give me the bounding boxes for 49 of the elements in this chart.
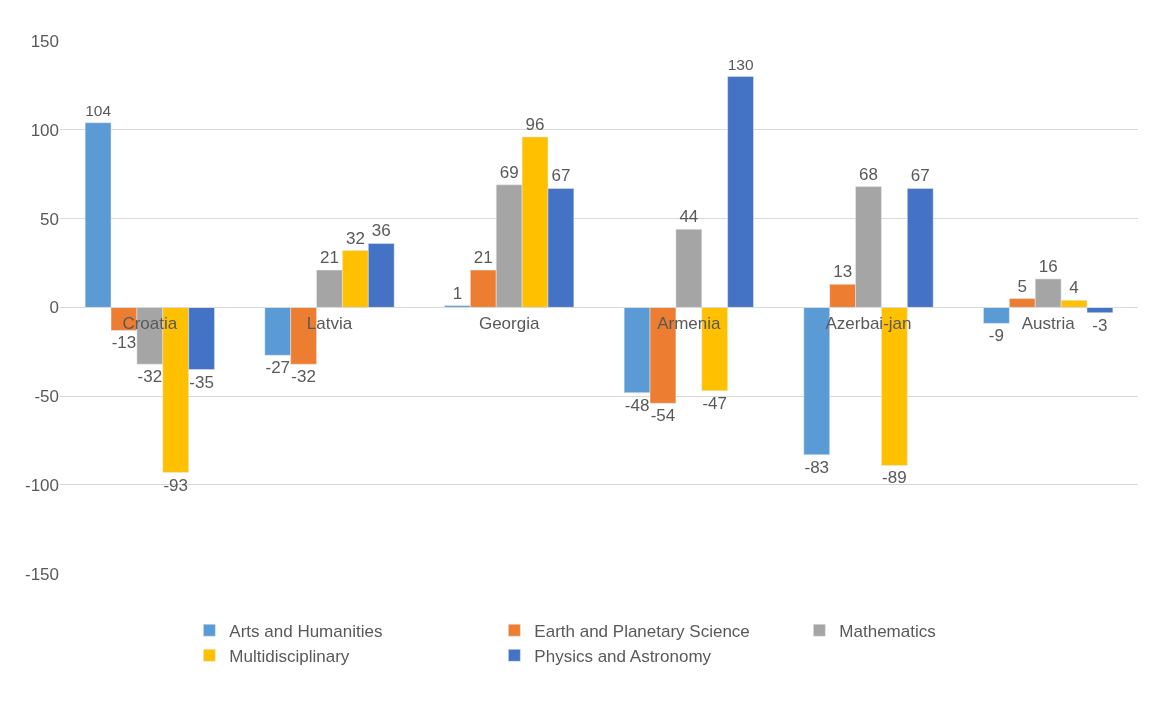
data-label: -83 [804, 457, 830, 477]
data-label: 69 [499, 162, 519, 182]
data-label: -32 [291, 367, 316, 387]
data-label: -35 [189, 372, 214, 392]
data-label: 130 [727, 55, 754, 73]
legend-label: Multidisciplinary [229, 646, 350, 666]
data-label: 36 [371, 221, 391, 241]
data-label: -9 [988, 326, 1004, 346]
data-label: 21 [473, 248, 493, 268]
legend-label: Arts and Humanities [229, 621, 383, 641]
data-label: -89 [882, 468, 907, 488]
y-tick-label: 150 [30, 31, 59, 51]
bar [983, 307, 1010, 324]
data-label: -47 [702, 393, 727, 413]
data-label: 4 [1069, 278, 1079, 298]
data-label: 32 [345, 228, 365, 248]
x-tick-label: Austria [1021, 313, 1076, 333]
data-label: 44 [679, 207, 699, 227]
data-label: 104 [85, 102, 112, 120]
y-tick-label: -50 [34, 387, 59, 407]
data-label: -13 [111, 333, 137, 353]
data-label: -27 [265, 358, 291, 378]
data-label: -93 [163, 475, 188, 495]
bar [727, 76, 754, 308]
y-tick-label: -150 [24, 564, 59, 584]
data-label: 21 [320, 248, 339, 268]
legend-label: Earth and Planetary Science [534, 621, 750, 641]
data-label: 13 [833, 262, 853, 282]
data-label: -3 [1092, 315, 1108, 335]
data-label: -32 [137, 367, 163, 387]
data-label: 67 [551, 166, 571, 186]
data-label: -54 [650, 406, 676, 426]
data-label: 5 [1017, 276, 1028, 296]
data-label: 96 [525, 114, 545, 134]
y-tick-label: 0 [49, 298, 59, 318]
legend-label: Physics and Astronomy [534, 646, 712, 666]
y-tick-label: 50 [40, 209, 59, 229]
data-label: 16 [1038, 256, 1058, 276]
data-label: 67 [910, 166, 930, 186]
y-tick-label: -100 [24, 475, 59, 495]
bar [675, 228, 703, 308]
data-label: 68 [859, 164, 878, 184]
x-tick-label: Georgia [478, 313, 540, 333]
bar [84, 122, 112, 308]
y-tick-label: 100 [30, 120, 59, 140]
bar [907, 188, 934, 308]
data-label: -48 [624, 395, 650, 415]
legend-label: Mathematics [839, 621, 936, 641]
data-label: 1 [452, 283, 463, 303]
